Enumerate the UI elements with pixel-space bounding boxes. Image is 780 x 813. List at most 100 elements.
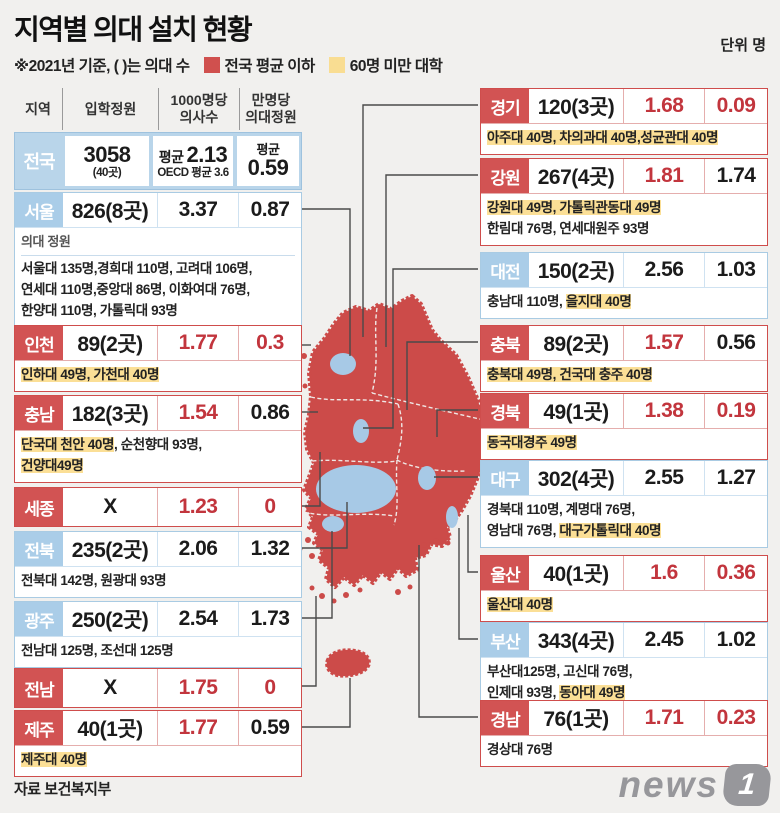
admission-quota-value: 302(4곳) [537, 468, 615, 491]
korea-map [292, 294, 488, 678]
university-entry: 경북대 110명, 계명대 76명, [487, 502, 635, 517]
university-entry: 서울대 135명,경희대 110명, 고려대 106명, [21, 261, 252, 277]
quota-per-10000-value: 1.27 [704, 461, 767, 495]
region-block-경기: 경기 120(3곳) 1.68 0.09 아주대 40명, 차의과대 40명,성균관대 … [480, 88, 768, 155]
admission-quota-value: 49(1곳) [543, 401, 609, 424]
region-label: 인천 [15, 326, 63, 360]
region-label: 충북 [481, 326, 529, 360]
detail-line: 충북대 49명, 건국대 충주 40명 [487, 365, 761, 386]
connector-gyeongbuk [436, 409, 478, 437]
connector-gwangju [302, 531, 333, 619]
doctors-per-1000-value: 1.23 [157, 488, 238, 526]
detail-line: 한양대 110명, 가톨릭대 93명 [21, 301, 295, 322]
doctors-per-1000-value: 1.77 [157, 711, 238, 745]
university-list: 제주대 40명 [15, 745, 301, 776]
region-block-전남: 전남 X 1.75 0 [14, 668, 302, 708]
quota-per-10000-value: 0 [238, 488, 301, 526]
region-label: 광주 [15, 602, 63, 636]
region-label: 부산 [481, 623, 529, 657]
doctors-per-1000-value: 1.6 [623, 556, 704, 590]
connector-sejong [302, 452, 321, 507]
university-entry: 을지대 40명 [565, 294, 632, 309]
region-label: 세종 [15, 488, 63, 526]
detail-line: 한림대 76명, 연세대원주 93명 [487, 219, 761, 240]
quota-per-10000-value: 0.59 [238, 711, 301, 745]
region-label: 서울 [15, 193, 63, 227]
right-table: 경기 120(3곳) 1.68 0.09 아주대 40명, 차의과대 40명,성균관대 … [480, 0, 768, 813]
detail-line: 서울대 135명,경희대 110명, 고려대 106명, [21, 259, 295, 280]
university-entry: 한양대 110명, 가톨릭대 93명 [21, 302, 178, 318]
university-list: 울산대 40명 [481, 590, 767, 621]
region-label: 강원 [481, 159, 529, 193]
region-label: 경남 [481, 701, 529, 735]
doctors-per-1000-value: 1.77 [157, 326, 238, 360]
doctors-per-1000-value: 1.38 [623, 394, 704, 428]
university-entry: 전남대 125명, 조선대 125명 [21, 643, 174, 658]
quota-per-10000-value: 1.32 [238, 532, 301, 566]
university-entry: 충북대 49명, 건국대 충주 40명 [487, 367, 653, 382]
region-label: 울산 [481, 556, 529, 590]
doctors-per-1000-value: 2.56 [623, 253, 704, 287]
connector-busan [458, 528, 478, 640]
province-borders [303, 307, 485, 526]
region-block-울산: 울산 40(1곳) 1.6 0.36 울산대 40명 [480, 555, 768, 622]
university-entry: 인하대 49명, 가천대 40명 [21, 367, 159, 382]
university-list: 충북대 49명, 건국대 충주 40명 [481, 360, 767, 391]
region-block-광주: 광주 250(2곳) 2.54 1.73 전남대 125명, 조선대 125명 [14, 601, 302, 668]
connector-gyeonggi [362, 104, 478, 337]
column-region: 지역 [25, 100, 51, 117]
admission-quota-value: 150(2곳) [537, 260, 615, 283]
university-list: 경북대 110명, 계명대 76명, 영남대 76명, 대구가톨릭대 40명 [481, 495, 767, 547]
map-region-gwangju [322, 516, 344, 532]
region-block-충북: 충북 89(2곳) 1.57 0.56 충북대 49명, 건국대 충주 40명 [480, 325, 768, 392]
connector-gyeongnam [418, 545, 478, 718]
detail-line: 강원대 49명, 가톨릭관동대 49명 [487, 198, 761, 219]
university-entry: 아주대 40명, 차의과대 40명,성균관대 40명 [487, 130, 719, 145]
university-entry: 경상대 76명 [487, 742, 553, 757]
university-entry: 동아대 49명 [559, 684, 626, 700]
page-title: 지역별 의대 설치 현황 [14, 14, 253, 45]
university-entry: 제주대 40명 [21, 752, 87, 767]
university-list: 의대 정원 서울대 135명,경희대 110명, 고려대 106명, 연세대 110… [15, 227, 301, 327]
left-table: 지역 입학정원 1000명당 의사수 만명당 의대정원 전국 3058 (40곳) 평… [14, 0, 302, 813]
university-entry: 동국대경주 49명 [487, 435, 577, 450]
university-entry: 영남대 76명, [487, 522, 560, 538]
doctors-per-1000-value: 2.54 [157, 602, 238, 636]
detail-line: 경상대 76명 [487, 740, 761, 761]
doctors-per-1000-value: 1.54 [157, 396, 238, 430]
admission-quota-value: 40(1곳) [77, 718, 143, 741]
admission-quota-value: 89(2곳) [77, 333, 143, 356]
university-entry: 전북대 142명, 원광대 93명 [21, 573, 167, 588]
quota-per-10000-value: 0.56 [704, 326, 767, 360]
region-label: 경북 [481, 394, 529, 428]
region-label: 전남 [15, 669, 63, 707]
university-list: 부산대125명, 고신대 76명, 인제대 93명, 동아대 49명 [481, 657, 767, 709]
admission-quota-value: X [103, 495, 117, 518]
region-block-경남: 경남 76(1곳) 1.71 0.23 경상대 76명 [480, 700, 768, 767]
connector-jeonbuk [302, 502, 348, 549]
university-entry: 강원대 49명, 가톨릭관동대 49명 [487, 200, 662, 215]
quota-per-10000-value: 평균 0.59 [237, 136, 299, 186]
map-region-seoul [330, 353, 356, 375]
quota-per-10000-value: 1.74 [704, 159, 767, 193]
connector-chungbuk [406, 341, 478, 410]
region-block-경북: 경북 49(1곳) 1.38 0.19 동국대경주 49명 [480, 393, 768, 460]
doctors-per-1000-value: 1.71 [623, 701, 704, 735]
university-list: 아주대 40명, 차의과대 40명,성균관대 40명 [481, 123, 767, 154]
news1-wordmark: news [618, 764, 719, 805]
detail-line: 경북대 110명, 계명대 76명, [487, 500, 761, 521]
university-list: 경상대 76명 [481, 735, 767, 766]
doctors-per-1000-value: 1.75 [157, 669, 238, 707]
base-note: ※2021년 기준, ( )는 의대 수 [14, 58, 190, 75]
university-entry: 인제대 93명, [487, 684, 560, 700]
doctors-per-1000-value: 2.45 [623, 623, 704, 657]
connector-seoul [302, 208, 351, 356]
detail-line: 부산대125명, 고신대 76명, [487, 662, 761, 683]
university-entry: 울산대 40명 [487, 597, 553, 612]
detail-line: 건양대49명 [21, 456, 295, 477]
column-doctors-per-1000: 1000명당 의사수 [158, 88, 239, 130]
region-block-인천: 인천 89(2곳) 1.77 0.3 인하대 49명, 가천대 40명 [14, 325, 302, 392]
legend-swatch-under-60 [328, 57, 345, 73]
admission-quota-value: 120(3곳) [537, 96, 615, 119]
